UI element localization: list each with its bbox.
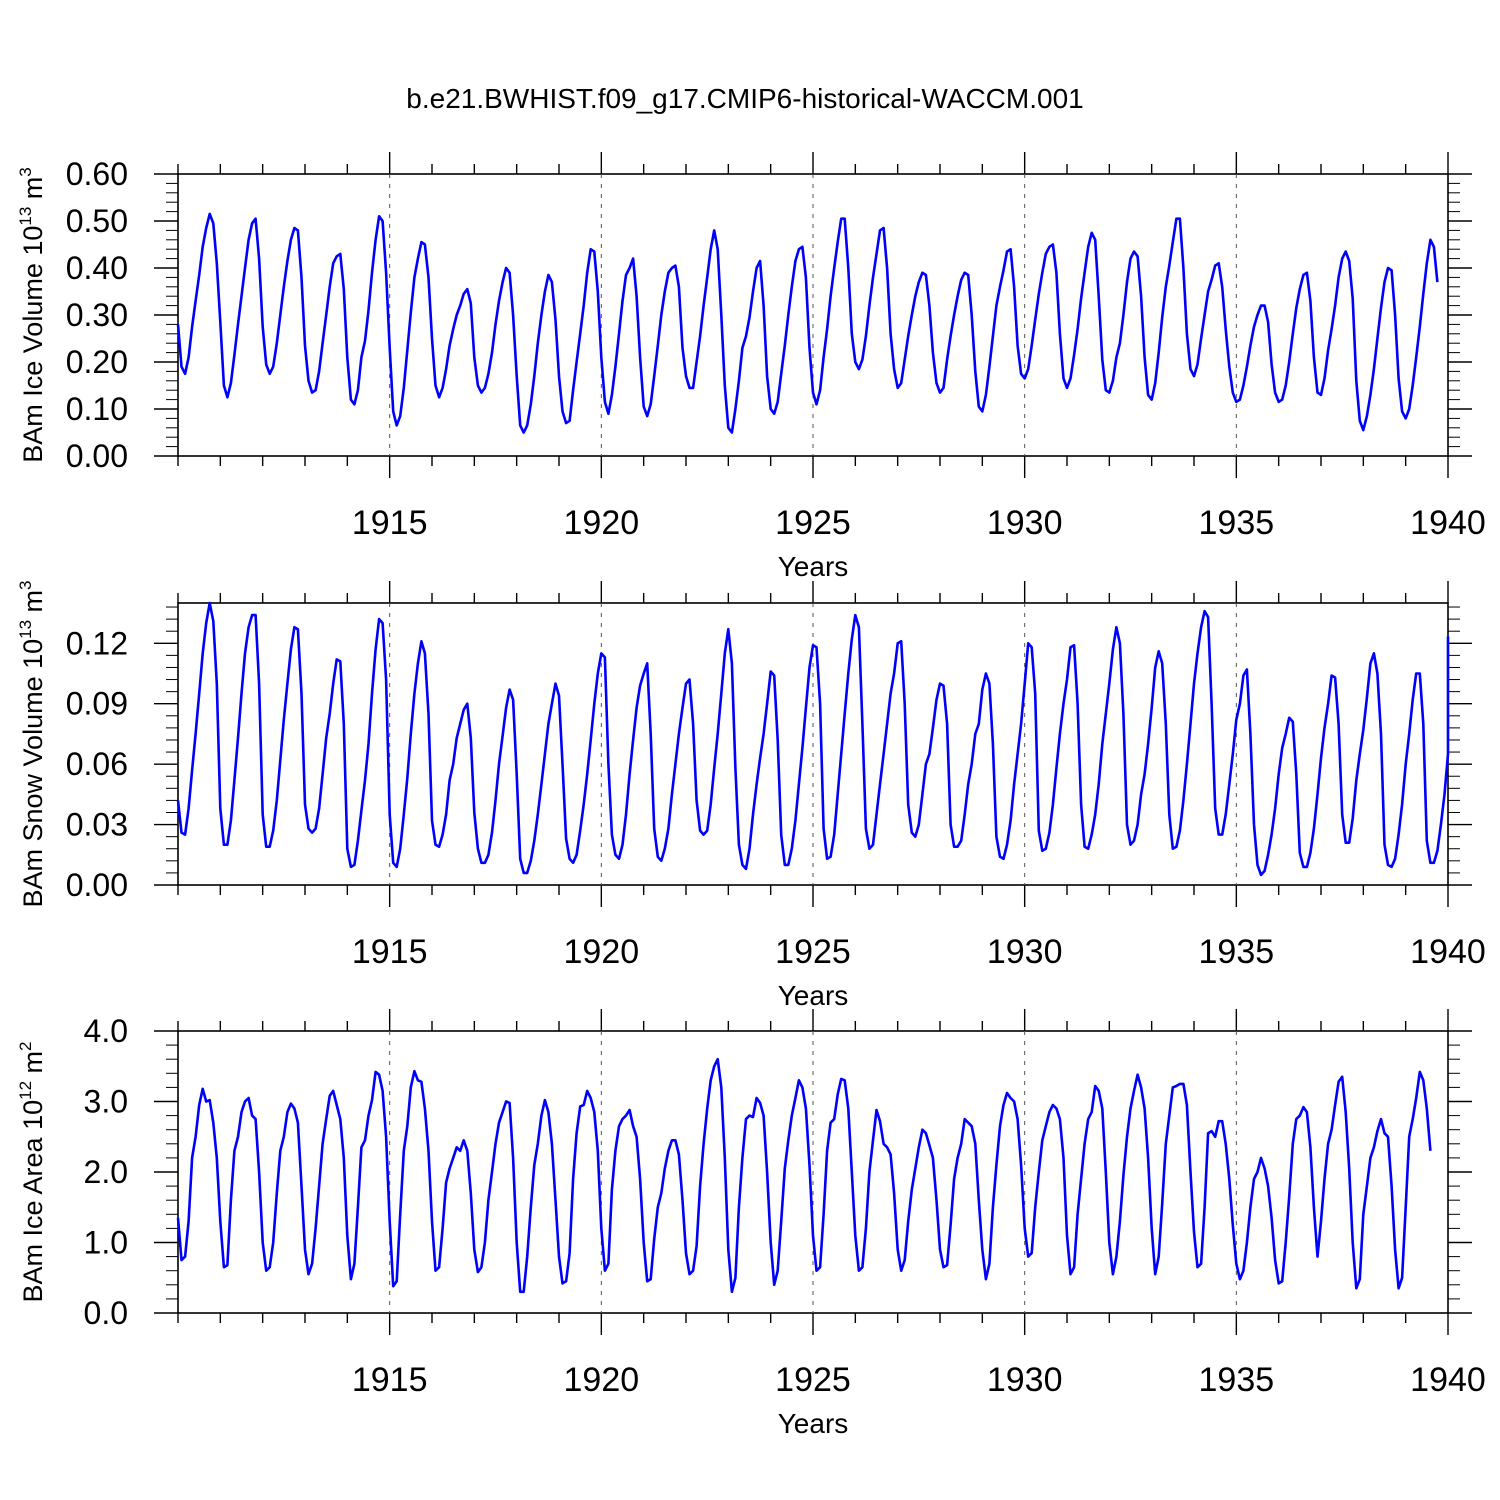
x-tick-label: 1925 <box>775 1361 851 1399</box>
x-tick-label: 1920 <box>564 933 640 971</box>
x-tick-label: 1935 <box>1199 504 1275 542</box>
x-axis-label: Years <box>778 551 849 582</box>
chart-panel-3: 1915 1920 1925 1930 1935 1940 0.0 1.0 2.0 3.0 4.0 Y… <box>16 1009 1486 1439</box>
y-axis-label-exponent: 12 <box>16 1081 35 1100</box>
y-tick-label: 4.0 <box>84 1013 128 1049</box>
y-axis-label-text: BAm Ice Area 10 <box>18 1100 48 1303</box>
y-axis-label-text: m <box>18 1051 48 1081</box>
x-tick-label: 1935 <box>1199 1361 1275 1399</box>
y-axis-label-exponent: 3 <box>16 167 35 176</box>
y-tick-label: 0.00 <box>66 867 128 903</box>
y-axis-label-text: m <box>18 177 48 207</box>
x-axis-label: Years <box>778 980 849 1011</box>
y-axis-label-exponent: 13 <box>16 207 35 226</box>
chart-title: b.e21.BWHIST.f09_g17.CMIP6-historical-WA… <box>406 83 1083 114</box>
x-tick-label: 1930 <box>987 504 1063 542</box>
y-axis-label: BAm Ice Area 1012 m2 <box>16 1042 48 1303</box>
y-axis-label-exponent: 3 <box>16 580 35 589</box>
y-tick-label: 1.0 <box>84 1225 128 1261</box>
x-tick-label: 1925 <box>775 504 851 542</box>
x-tick-label: 1940 <box>1410 933 1486 971</box>
y-axis-label-text: m <box>18 590 48 620</box>
x-tick-label: 1935 <box>1199 933 1275 971</box>
y-tick-label: 0.0 <box>84 1295 128 1331</box>
x-tick-label: 1915 <box>352 1361 428 1399</box>
y-axis-label: BAm Ice Volume 1013 m3 <box>16 167 48 463</box>
y-tick-label: 0.10 <box>66 391 128 427</box>
y-tick-label: 2.0 <box>84 1154 128 1190</box>
chart-panel-2: 1915 1920 1925 1930 1935 1940 0.00 0.03 0.06 0.09… <box>16 580 1486 1011</box>
x-tick-label: 1930 <box>987 933 1063 971</box>
x-axis-label: Years <box>778 1408 849 1439</box>
y-tick-label: 0.03 <box>66 807 128 843</box>
y-tick-label: 0.40 <box>66 250 128 286</box>
x-tick-label: 1930 <box>987 1361 1063 1399</box>
x-tick-label: 1915 <box>352 933 428 971</box>
x-tick-label: 1925 <box>775 933 851 971</box>
y-tick-label: 0.06 <box>66 746 128 782</box>
y-tick-label: 0.60 <box>66 156 128 192</box>
y-tick-label: 0.30 <box>66 297 128 333</box>
y-tick-label: 0.50 <box>66 203 128 239</box>
series-line <box>176 601 1450 877</box>
x-tick-label: 1915 <box>352 504 428 542</box>
y-axis-label-exponent: 2 <box>16 1042 35 1051</box>
series-line <box>176 1057 1432 1294</box>
series-line <box>176 212 1439 434</box>
y-axis-label-exponent: 13 <box>16 620 35 639</box>
chart-panel-1: 1915 1920 1925 1930 1935 1940 0.00 0.10 0.20 0.30… <box>16 152 1486 582</box>
y-tick-label: 3.0 <box>84 1084 128 1120</box>
y-axis-label-text: BAm Snow Volume 10 <box>18 639 48 908</box>
y-tick-label: 0.00 <box>66 438 128 474</box>
y-axis-label-text: BAm Ice Volume 10 <box>18 226 48 463</box>
y-tick-label: 0.12 <box>66 625 128 661</box>
x-tick-label: 1940 <box>1410 1361 1486 1399</box>
y-tick-label: 0.20 <box>66 344 128 380</box>
x-tick-label: 1920 <box>564 1361 640 1399</box>
x-tick-label: 1940 <box>1410 504 1486 542</box>
y-tick-label: 0.09 <box>66 686 128 722</box>
x-tick-label: 1920 <box>564 504 640 542</box>
y-axis-label: BAm Snow Volume 1013 m3 <box>16 580 48 907</box>
